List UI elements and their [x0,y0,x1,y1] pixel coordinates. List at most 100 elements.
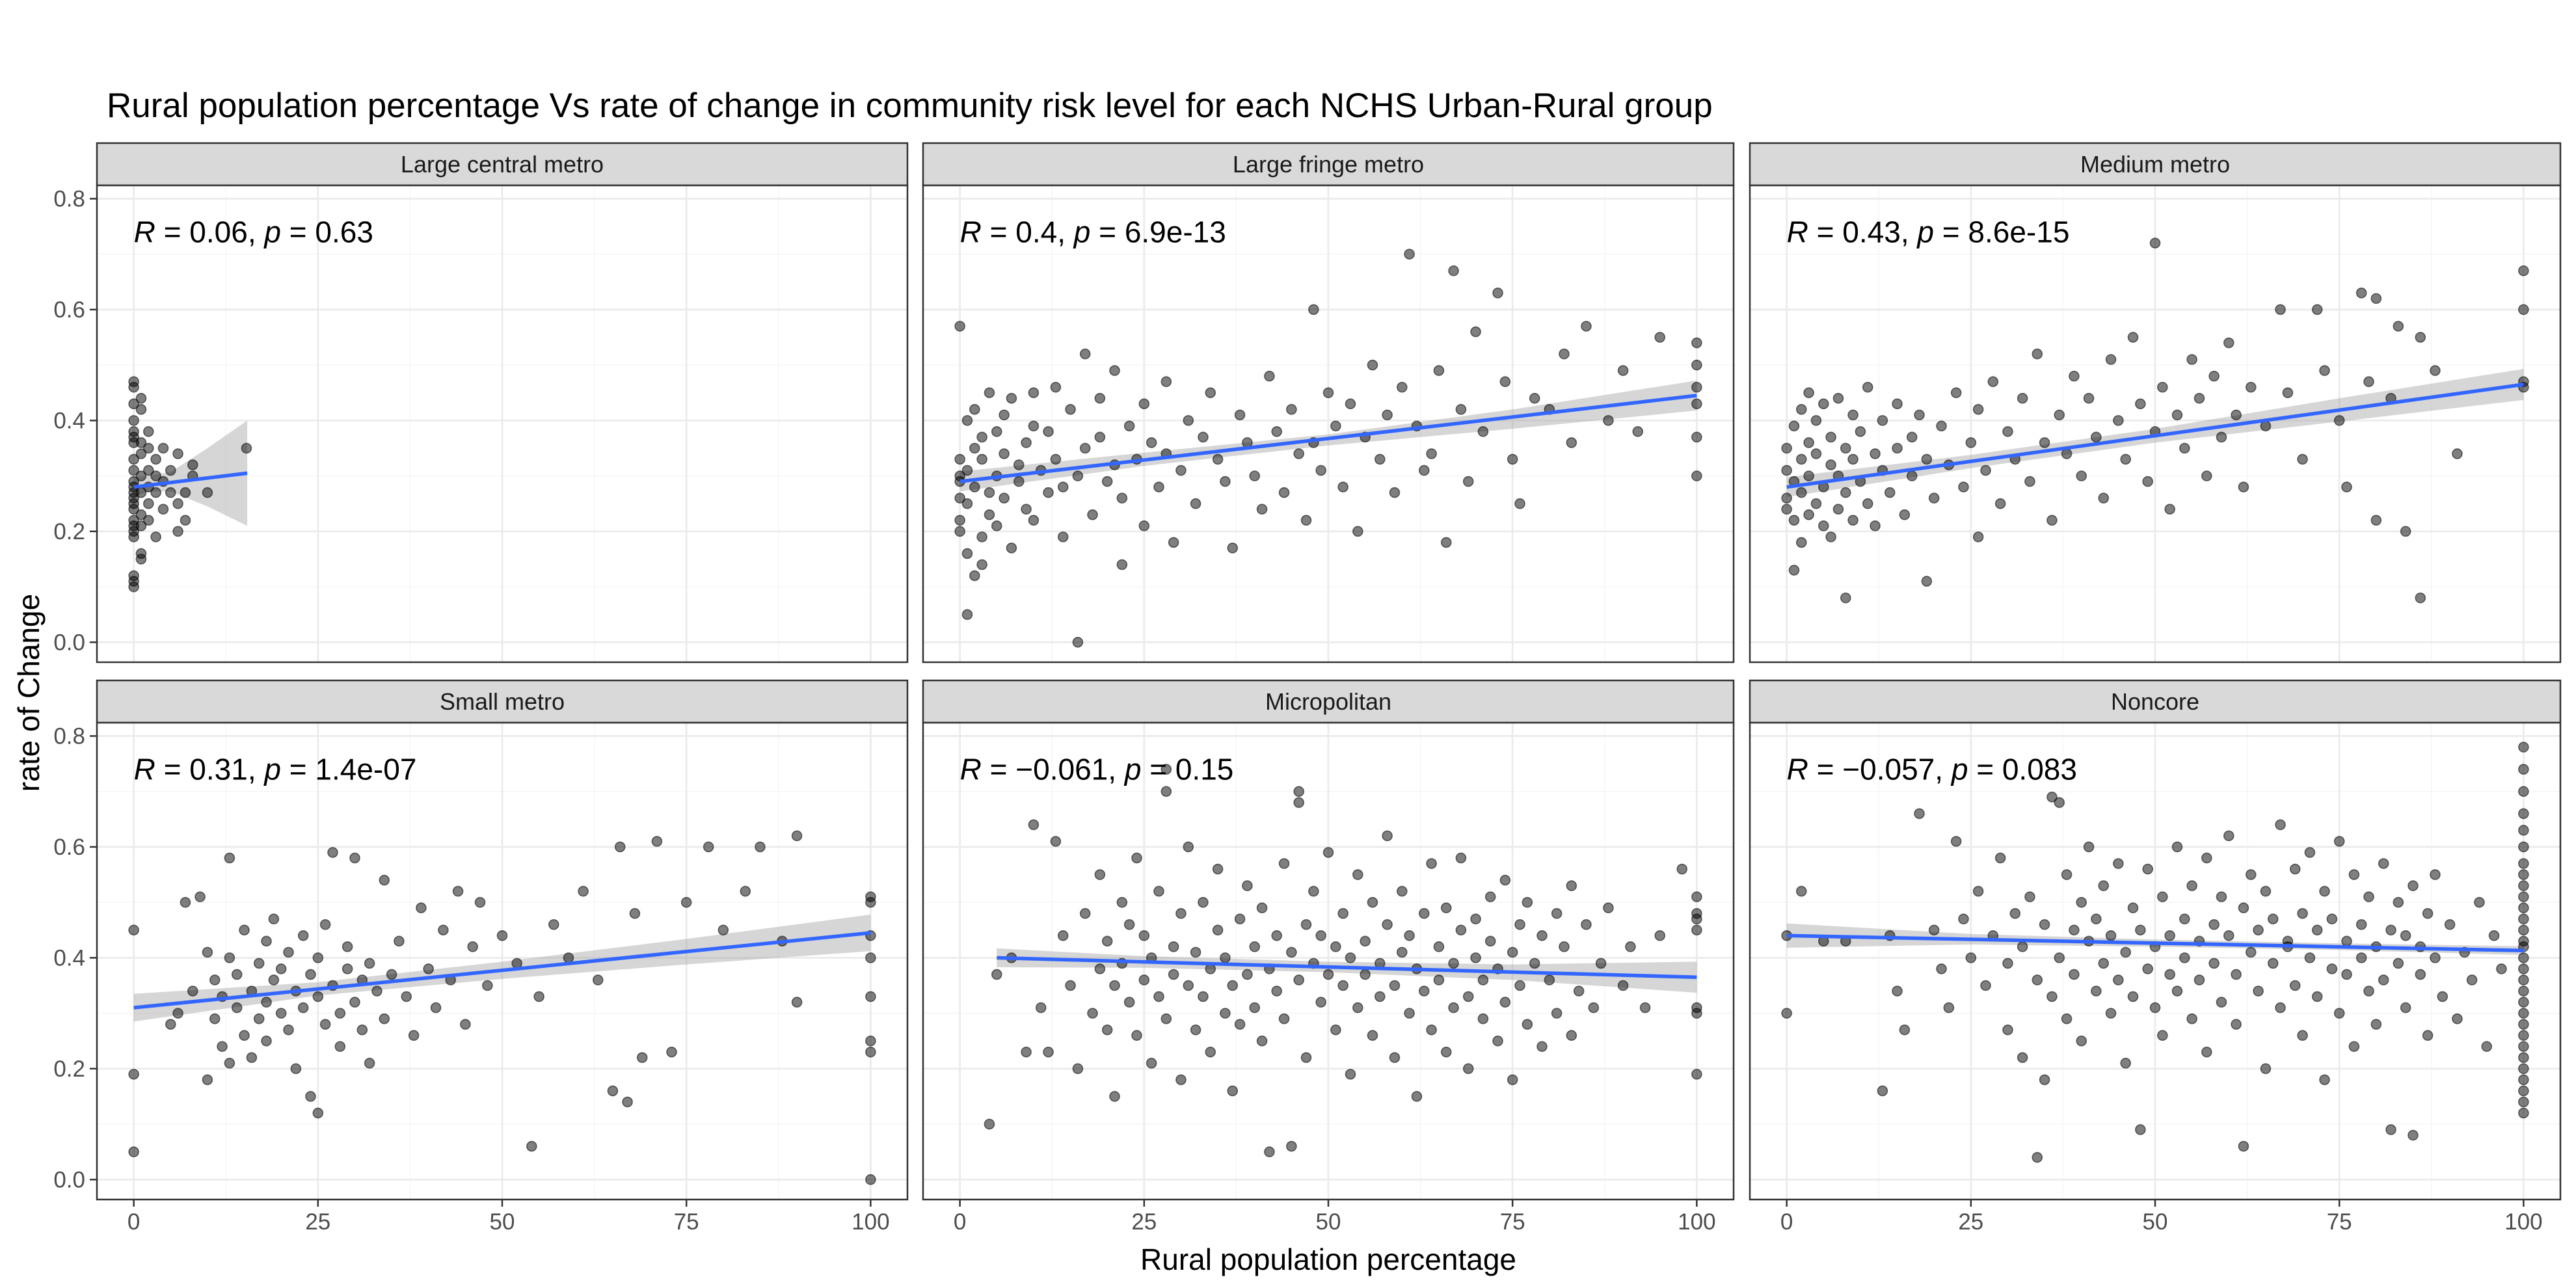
data-point [1595,958,1607,969]
data-point [334,1041,346,1053]
facet-strip [1749,679,2562,724]
data-point [1072,637,1084,648]
data-point [2208,919,2220,930]
data-point [1573,986,1585,997]
data-point [128,1146,139,1157]
data-point [954,453,965,465]
data-point [1183,415,1194,426]
data-point [2046,791,2058,803]
data-point [1360,935,1371,947]
r-symbol: R [134,215,155,249]
data-point [2518,1008,2529,1019]
data-point [1315,930,1326,941]
data-point [438,924,449,936]
data-point [1293,797,1304,809]
data-point [718,924,729,936]
data-point [2415,592,2426,604]
facet-strip [96,679,909,724]
data-point [1470,952,1481,963]
data-point [1057,531,1069,543]
data-point [969,481,980,492]
data-point [2289,980,2301,991]
data-point [2319,365,2330,376]
facet-small-metro: Small metro R = 0.31, p = 1.4e-07 0.0 0.2 0.… [53,679,909,1235]
correlation-annotation: R = −0.057, p = 0.083 [1787,753,2077,786]
data-point [2393,321,2404,332]
data-point [1050,453,1062,465]
facet-strip-label: Medium metro [2080,151,2230,178]
data-point [954,526,965,537]
data-point [969,404,980,415]
data-point [1382,409,1393,421]
data-point [1426,858,1437,869]
data-point [1286,1140,1297,1152]
data-point [2518,891,2529,902]
data-point [1972,885,1984,897]
data-point [1781,503,1792,515]
data-point [496,930,508,941]
p-value: = 8.6e-15 [1934,215,2069,249]
regression-line [133,471,248,489]
data-point [2054,797,2065,809]
data-point [2355,919,2367,930]
x-tick-label: 50 [490,1209,515,1235]
data-point [1847,515,1858,526]
p-symbol: p [263,215,281,249]
data-point [1175,907,1187,919]
data-point [1433,941,1445,952]
data-point [2171,841,2183,853]
data-point [2488,930,2500,941]
data-point [2054,952,2065,963]
data-point [172,526,183,537]
data-point [1278,487,1290,498]
data-point [2363,986,2374,997]
data-point [128,398,139,410]
data-point [1788,565,1800,576]
data-point [297,930,309,941]
data-point [142,464,154,476]
data-point [2267,958,2279,969]
data-point [2032,1151,2043,1163]
data-point [2032,974,2043,986]
data-point [1028,420,1040,432]
data-point [2370,515,2382,526]
y-tick-label: 0.6 [53,297,85,323]
facet-grid: Large central metro R = 0.06, p = 0.63 0.0… [53,142,2562,1235]
data-point [128,576,139,587]
data-point [1499,376,1511,388]
data-point [791,830,803,842]
data-point [2341,481,2352,492]
data-point [636,1052,648,1064]
p-symbol: p [263,753,281,786]
data-point [342,963,353,974]
data-point [1360,969,1371,980]
data-point [976,559,987,570]
data-point [1072,470,1084,481]
data-point [1691,913,1702,925]
data-point [1691,891,1702,902]
data-point [319,1019,331,1030]
data-point [128,381,139,393]
data-point [2518,1074,2529,1086]
data-point [1781,492,1792,504]
data-point [1832,392,1844,404]
data-point [2518,1030,2529,1041]
data-point [1899,1024,1911,1036]
data-point [1994,852,2006,864]
data-point [1803,470,1814,481]
data-point [2127,332,2139,343]
data-point [474,896,486,908]
data-point [2171,409,2183,421]
r-symbol: R [1787,753,1808,786]
facet-large-fringe-metro: Large fringe metro R = 0.4, p = 6.9e-13 [922,142,1735,664]
data-point [1161,1013,1172,1025]
data-point [386,969,397,980]
data-point [1131,1030,1142,1041]
data-point [1153,885,1164,897]
data-point [1006,392,1017,404]
data-point [1632,426,1644,437]
data-point [150,453,161,465]
data-point [195,891,206,902]
data-point [548,919,559,930]
data-point [2518,952,2529,963]
